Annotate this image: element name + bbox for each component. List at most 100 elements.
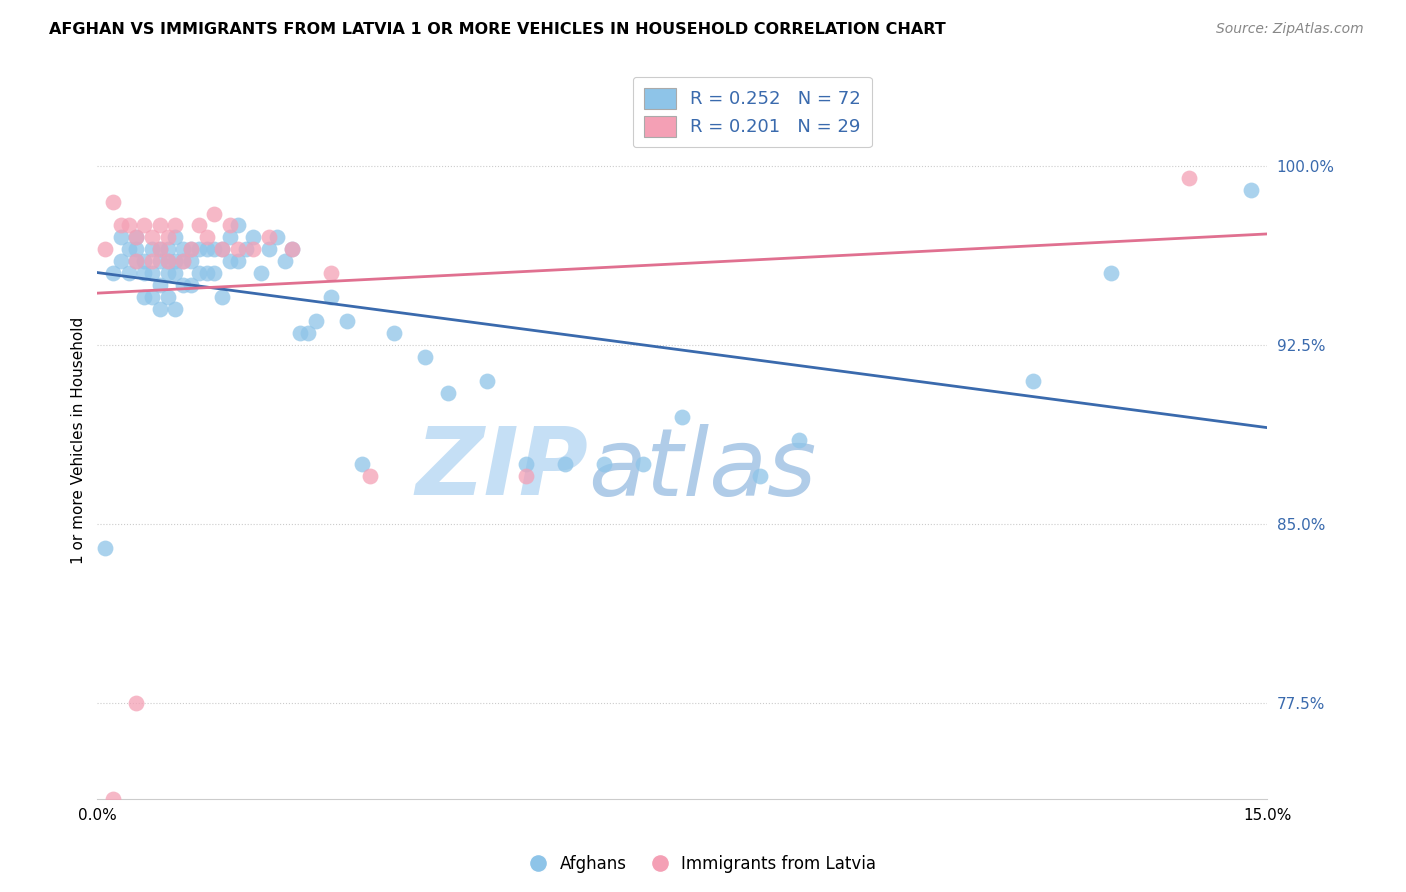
- Point: [117, 266, 139, 280]
- Point: [134, 290, 156, 304]
- Point: [149, 278, 172, 293]
- Point: [219, 219, 242, 233]
- Point: [165, 266, 187, 280]
- Point: [211, 243, 233, 257]
- Point: [281, 243, 304, 257]
- Point: [149, 219, 172, 233]
- Point: [1099, 266, 1122, 280]
- Point: [257, 230, 280, 244]
- Point: [110, 230, 132, 244]
- Point: [187, 219, 209, 233]
- Point: [1240, 183, 1263, 197]
- Point: [288, 326, 311, 340]
- Point: [180, 243, 202, 257]
- Point: [219, 254, 242, 268]
- Point: [242, 243, 264, 257]
- Point: [165, 219, 187, 233]
- Legend: Afghans, Immigrants from Latvia: Afghans, Immigrants from Latvia: [523, 848, 883, 880]
- Point: [172, 243, 194, 257]
- Point: [226, 254, 249, 268]
- Point: [134, 266, 156, 280]
- Point: [211, 243, 233, 257]
- Point: [165, 301, 187, 316]
- Point: [125, 243, 148, 257]
- Point: [202, 243, 225, 257]
- Point: [165, 230, 187, 244]
- Point: [195, 243, 218, 257]
- Point: [110, 219, 132, 233]
- Point: [149, 243, 172, 257]
- Point: [172, 254, 194, 268]
- Point: [437, 385, 460, 400]
- Point: [156, 290, 179, 304]
- Point: [156, 230, 179, 244]
- Point: [749, 469, 772, 483]
- Point: [141, 254, 163, 268]
- Point: [101, 791, 124, 805]
- Point: [187, 266, 209, 280]
- Point: [156, 254, 179, 268]
- Point: [352, 458, 374, 472]
- Point: [297, 326, 319, 340]
- Text: AFGHAN VS IMMIGRANTS FROM LATVIA 1 OR MORE VEHICLES IN HOUSEHOLD CORRELATION CHA: AFGHAN VS IMMIGRANTS FROM LATVIA 1 OR MO…: [49, 22, 946, 37]
- Point: [101, 194, 124, 209]
- Point: [180, 278, 202, 293]
- Point: [211, 290, 233, 304]
- Point: [94, 243, 117, 257]
- Point: [321, 266, 343, 280]
- Point: [110, 254, 132, 268]
- Point: [125, 254, 148, 268]
- Point: [1022, 374, 1045, 388]
- Point: [477, 374, 499, 388]
- Point: [141, 266, 163, 280]
- Point: [413, 350, 436, 364]
- Point: [671, 409, 693, 424]
- Point: [101, 266, 124, 280]
- Text: atlas: atlas: [589, 424, 817, 515]
- Point: [305, 314, 328, 328]
- Point: [117, 243, 139, 257]
- Point: [156, 243, 179, 257]
- Point: [226, 243, 249, 257]
- Point: [134, 219, 156, 233]
- Point: [149, 243, 172, 257]
- Point: [125, 254, 148, 268]
- Point: [250, 266, 273, 280]
- Point: [156, 266, 179, 280]
- Point: [195, 266, 218, 280]
- Point: [273, 254, 295, 268]
- Point: [336, 314, 359, 328]
- Point: [195, 230, 218, 244]
- Text: ZIP: ZIP: [416, 423, 589, 515]
- Point: [242, 230, 264, 244]
- Legend: R = 0.252   N = 72, R = 0.201   N = 29: R = 0.252 N = 72, R = 0.201 N = 29: [633, 77, 872, 147]
- Point: [180, 243, 202, 257]
- Point: [202, 206, 225, 220]
- Point: [187, 243, 209, 257]
- Point: [593, 458, 616, 472]
- Y-axis label: 1 or more Vehicles in Household: 1 or more Vehicles in Household: [72, 317, 86, 564]
- Point: [117, 219, 139, 233]
- Point: [266, 230, 288, 244]
- Point: [172, 278, 194, 293]
- Point: [141, 243, 163, 257]
- Point: [382, 326, 405, 340]
- Point: [149, 301, 172, 316]
- Point: [165, 254, 187, 268]
- Point: [141, 290, 163, 304]
- Point: [359, 469, 381, 483]
- Point: [172, 254, 194, 268]
- Point: [149, 254, 172, 268]
- Point: [202, 266, 225, 280]
- Point: [141, 230, 163, 244]
- Point: [125, 696, 148, 710]
- Point: [515, 469, 537, 483]
- Point: [180, 254, 202, 268]
- Point: [94, 541, 117, 555]
- Point: [787, 434, 810, 448]
- Point: [134, 254, 156, 268]
- Point: [219, 230, 242, 244]
- Point: [125, 230, 148, 244]
- Point: [235, 243, 257, 257]
- Text: Source: ZipAtlas.com: Source: ZipAtlas.com: [1216, 22, 1364, 37]
